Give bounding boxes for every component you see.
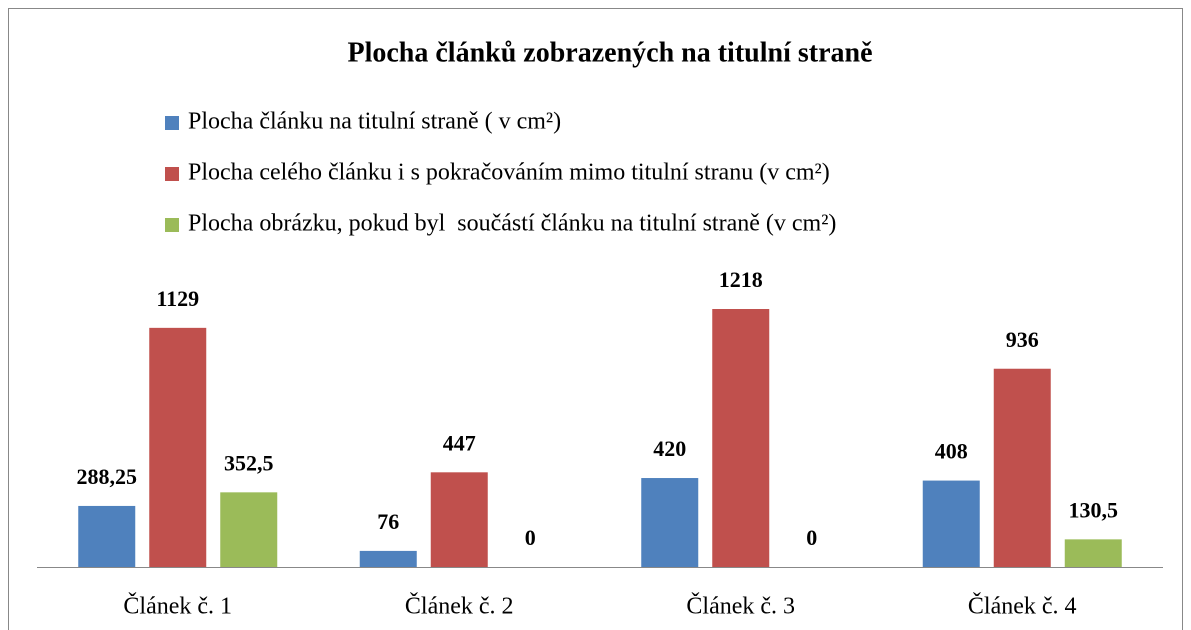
chart-title: Plocha článků zobrazených na titulní str… <box>347 37 872 68</box>
data-label: 352,5 <box>224 450 274 475</box>
legend-swatch <box>165 167 179 181</box>
bar <box>359 550 417 567</box>
bar <box>1064 539 1122 567</box>
legend-swatch <box>165 218 179 232</box>
data-label: 1218 <box>719 267 763 292</box>
legend-label: Plocha celého článku i s pokračováním mi… <box>188 160 830 186</box>
bar <box>78 505 136 567</box>
data-label: 936 <box>1006 327 1039 352</box>
data-label: 0 <box>525 525 536 550</box>
bar <box>220 492 278 567</box>
data-label: 130,5 <box>1069 497 1119 522</box>
data-label: 420 <box>653 436 686 461</box>
data-label: 408 <box>935 439 968 464</box>
x-tick-label: Článek č. 4 <box>968 593 1077 620</box>
bar <box>149 327 207 567</box>
legend-label: Plocha článku na titulní straně ( v cm²) <box>188 109 561 135</box>
legend-swatch <box>165 116 179 130</box>
bar <box>993 368 1051 567</box>
bar <box>712 309 770 567</box>
x-tick-label: Článek č. 2 <box>405 593 514 620</box>
bar <box>922 480 980 567</box>
bar <box>430 472 488 567</box>
data-label: 76 <box>377 509 399 534</box>
bar <box>641 478 699 567</box>
legend-label: Plocha obrázku, pokud byl součástí článk… <box>188 211 836 237</box>
data-label: 288,25 <box>77 464 138 489</box>
x-tick-label: Článek č. 1 <box>123 593 232 620</box>
data-label: 1129 <box>156 286 199 311</box>
x-tick-label: Článek č. 3 <box>686 593 795 620</box>
data-label: 0 <box>806 525 817 550</box>
data-label: 447 <box>443 430 476 455</box>
